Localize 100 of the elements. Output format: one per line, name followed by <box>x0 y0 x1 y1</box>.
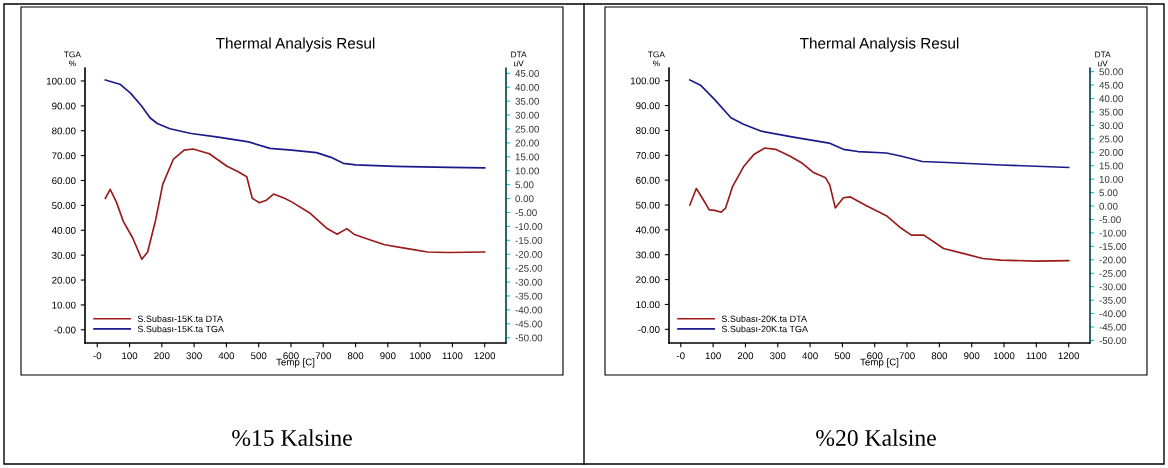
x-tick-label: 400 <box>802 352 818 360</box>
y2-tick-label: 0.00 <box>515 195 534 203</box>
legend-label: S.Subası-15K.ta DTA <box>137 315 223 322</box>
x-tick-label: 900 <box>380 352 396 360</box>
y2-tick-label: -20.00 <box>1099 256 1127 264</box>
x-tick-label: 400 <box>218 352 235 360</box>
y2-tick-label: -5.00 <box>1099 216 1121 224</box>
y-tick-label: -0.00 <box>54 326 76 334</box>
line-series <box>104 79 486 169</box>
y2-axis-title: DTA uV <box>511 51 527 67</box>
y2-tick-label: -10.00 <box>515 223 543 230</box>
legend-label: S.Subası-20K.ta TGA <box>721 325 808 333</box>
y2-tick-label: -5.00 <box>515 209 537 217</box>
y2-tick-label: 25.00 <box>1099 135 1123 143</box>
y-tick-label: 90.00 <box>636 102 660 110</box>
x-axis-title: Temp [C] <box>276 358 315 368</box>
y2-tick-label: 40.00 <box>515 83 539 91</box>
y-tick-label: 50.00 <box>636 201 660 209</box>
y-tick-label: 100.00 <box>630 77 660 85</box>
y2-tick-label: 20.00 <box>1099 149 1123 156</box>
y2-tick-label: -15.00 <box>515 237 543 244</box>
y2-tick-label: 35.00 <box>515 97 539 105</box>
y2-tick-label: 10.00 <box>1099 175 1123 183</box>
line-series <box>104 148 486 261</box>
y2-tick-label: 25.00 <box>515 125 539 133</box>
y-tick-label: 70.00 <box>52 152 76 160</box>
x-tick-label: 700 <box>899 352 915 360</box>
y2-tick-label: -50.00 <box>515 334 543 342</box>
y-tick-label: 30.00 <box>636 251 660 259</box>
chart-title: Thermal Analysis Resul <box>216 37 375 52</box>
y2-tick-label: -30.00 <box>1099 283 1127 291</box>
y-tick-label: 100.00 <box>46 77 76 85</box>
y-tick-label: -0.00 <box>638 326 660 333</box>
x-tick-label: 600 <box>283 352 299 360</box>
x-tick-label: -0 <box>93 352 102 360</box>
x-tick-label: 100 <box>705 352 721 360</box>
y2-tick-label: -25.00 <box>1099 269 1127 277</box>
y2-tick-label: -25.00 <box>515 264 543 272</box>
x-tick-label: 300 <box>770 352 786 360</box>
text: %20 Kalsine <box>816 429 936 446</box>
x-axis-title: Temp [C] <box>860 358 899 368</box>
y2-tick-label: 15.00 <box>515 153 539 161</box>
y-axis-title: TGA % <box>63 51 81 67</box>
y2-tick-label: -35.00 <box>515 292 543 300</box>
text: %15 Kalsine <box>232 429 352 446</box>
y2-tick-label: -45.00 <box>1099 323 1127 331</box>
y-tick-label: 70.00 <box>636 152 660 159</box>
y2-tick-label: 45.00 <box>515 70 539 77</box>
x-tick-label: 600 <box>867 352 883 360</box>
y-tick-label: 90.00 <box>52 102 76 110</box>
y2-tick-label: 20.00 <box>515 139 539 147</box>
y-tick-label: 80.00 <box>636 127 660 135</box>
y2-tick-label: 0.00 <box>1099 202 1118 210</box>
y2-tick-label: -40.00 <box>1099 310 1127 318</box>
x-tick-label: -0 <box>676 352 685 360</box>
y2-tick-label: 5.00 <box>515 181 534 189</box>
y2-tick-label: 15.00 <box>1099 162 1123 170</box>
y-tick-label: 20.00 <box>52 276 76 284</box>
y-tick-label: 50.00 <box>52 202 76 209</box>
x-tick-label: 1000 <box>993 352 1015 360</box>
y2-tick-label: 30.00 <box>1099 122 1123 130</box>
legend-label: S.Subası-15K.ta TGA <box>137 325 224 333</box>
x-tick-label: 500 <box>834 352 851 360</box>
y2-tick-label: 50.00 <box>1099 68 1123 76</box>
x-tick-label: 1200 <box>474 352 496 360</box>
y-tick-label: 20.00 <box>636 276 660 284</box>
y-tick-label: 40.00 <box>51 227 76 234</box>
y-tick-label: 60.00 <box>52 177 76 185</box>
y2-tick-label: -20.00 <box>515 250 543 258</box>
x-tick-label: 1200 <box>1058 352 1080 360</box>
y2-tick-label: -15.00 <box>1099 243 1127 250</box>
x-tick-label: 1000 <box>410 352 431 360</box>
y2-tick-label: 40.00 <box>1099 95 1123 103</box>
y2-tick-label: -45.00 <box>515 320 543 328</box>
y-tick-label: 40.00 <box>635 226 660 234</box>
x-tick-label: 500 <box>250 352 267 360</box>
y2-tick-label: 45.00 <box>1099 81 1123 89</box>
legend-label: S.Subası-20K.ta DTA <box>721 315 807 322</box>
y-tick-label: 10.00 <box>636 301 660 309</box>
x-tick-label: 100 <box>122 352 138 360</box>
chart-title: Thermal Analysis Resul <box>800 37 959 52</box>
x-tick-label: 200 <box>737 352 754 360</box>
y2-tick-label: 30.00 <box>515 111 539 119</box>
y2-tick-label: -40.00 <box>515 306 543 314</box>
y-tick-label: 10.00 <box>52 301 76 309</box>
x-tick-label: 800 <box>931 352 948 360</box>
y-tick-label: 60.00 <box>636 176 660 184</box>
x-tick-label: 300 <box>186 352 202 360</box>
y-tick-label: 80.00 <box>52 127 76 135</box>
x-tick-label: 200 <box>154 352 170 360</box>
x-tick-label: 800 <box>347 352 364 360</box>
y2-axis-title: DTA uV <box>1095 51 1111 67</box>
y2-tick-label: 5.00 <box>1099 189 1118 197</box>
line-series <box>689 147 1070 262</box>
x-tick-label: 1100 <box>1026 352 1047 360</box>
x-tick-label: 1100 <box>442 352 463 360</box>
y-tick-label: 30.00 <box>52 251 76 259</box>
y2-tick-label: 35.00 <box>1099 108 1123 116</box>
y2-tick-label: -50.00 <box>1099 337 1127 345</box>
line-series <box>689 79 1070 169</box>
